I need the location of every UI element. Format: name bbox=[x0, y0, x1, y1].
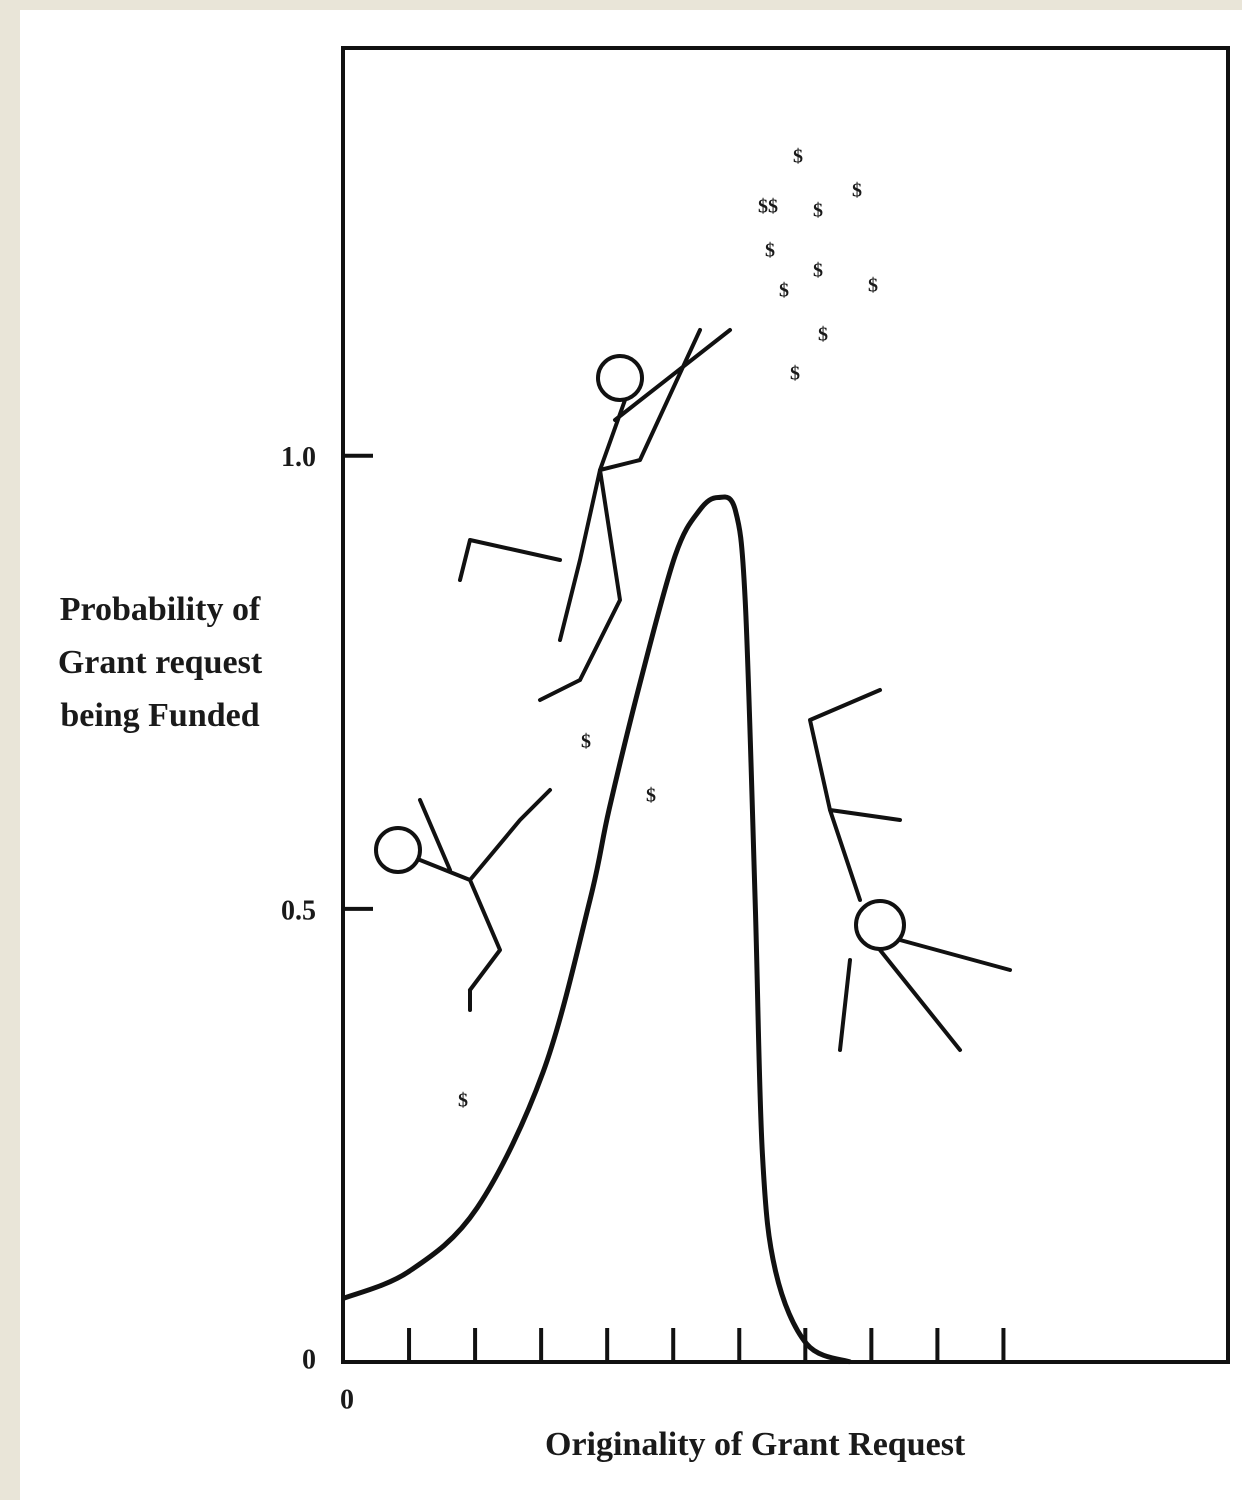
annotation: $ bbox=[765, 240, 775, 262]
panel bbox=[20, 10, 1242, 1500]
annotation: $ bbox=[813, 200, 823, 222]
annotation: $ bbox=[818, 324, 828, 346]
y-axis-label: Grant request bbox=[58, 644, 263, 681]
y-tick-label: 0.5 bbox=[281, 895, 316, 926]
annotation: $ bbox=[458, 1090, 468, 1112]
annotation: $ bbox=[581, 731, 591, 753]
y-tick-label: 0 bbox=[302, 1344, 316, 1375]
x-axis-label: Originality of Grant Request bbox=[545, 1426, 966, 1463]
chart: Originality of Grant Request Probability… bbox=[0, 0, 1242, 1500]
annotation: $ bbox=[852, 180, 862, 202]
annotation: $ bbox=[813, 260, 823, 282]
y-tick-label: 1.0 bbox=[281, 442, 316, 473]
page: Originality of Grant Request Probability… bbox=[0, 0, 1242, 1500]
y-axis-label: being Funded bbox=[60, 697, 259, 734]
annotation: $ bbox=[779, 280, 789, 302]
y-axis-label: Probability of bbox=[60, 591, 261, 628]
annotation: $$ bbox=[758, 196, 778, 218]
annotation: $ bbox=[793, 146, 803, 168]
x-tick-label: 0 bbox=[340, 1384, 354, 1415]
annotation: $ bbox=[790, 363, 800, 385]
annotation: $ bbox=[868, 275, 878, 297]
annotation: $ bbox=[646, 785, 656, 807]
